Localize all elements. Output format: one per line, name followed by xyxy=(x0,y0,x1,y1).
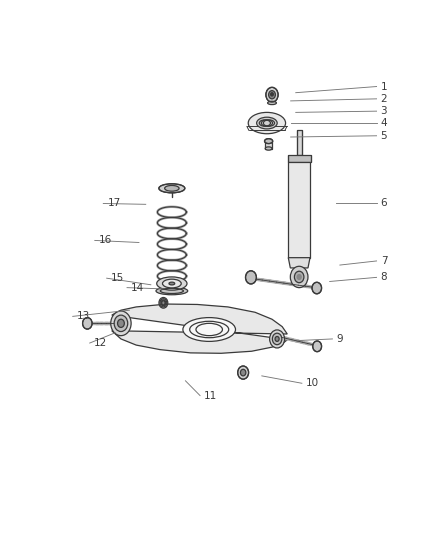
Text: 10: 10 xyxy=(306,378,319,388)
Bar xyxy=(288,163,310,257)
Text: 3: 3 xyxy=(381,106,387,116)
Circle shape xyxy=(271,93,273,96)
Text: 7: 7 xyxy=(381,256,387,266)
Circle shape xyxy=(246,271,256,284)
Ellipse shape xyxy=(265,147,272,150)
Circle shape xyxy=(117,319,124,327)
Ellipse shape xyxy=(268,101,276,104)
Circle shape xyxy=(161,300,166,306)
Text: 8: 8 xyxy=(381,272,387,282)
Circle shape xyxy=(162,301,165,305)
Ellipse shape xyxy=(248,112,286,134)
Ellipse shape xyxy=(165,185,179,191)
Text: 15: 15 xyxy=(111,273,124,283)
Text: 2: 2 xyxy=(381,94,387,104)
Ellipse shape xyxy=(265,139,273,143)
Ellipse shape xyxy=(159,184,185,193)
Text: 9: 9 xyxy=(336,334,343,344)
Text: 4: 4 xyxy=(381,118,387,128)
Circle shape xyxy=(272,333,282,345)
Text: 6: 6 xyxy=(381,198,387,208)
Bar xyxy=(265,141,272,149)
Bar xyxy=(297,130,301,155)
Text: 13: 13 xyxy=(77,311,90,321)
Text: 14: 14 xyxy=(131,282,145,293)
Ellipse shape xyxy=(257,117,277,129)
Circle shape xyxy=(290,266,308,288)
Circle shape xyxy=(312,282,321,294)
Text: 5: 5 xyxy=(381,131,387,141)
Circle shape xyxy=(159,297,168,308)
Bar xyxy=(288,155,311,163)
Circle shape xyxy=(313,341,321,352)
Polygon shape xyxy=(112,304,287,353)
Ellipse shape xyxy=(156,287,188,295)
Circle shape xyxy=(297,274,301,279)
Text: 12: 12 xyxy=(94,338,107,348)
Circle shape xyxy=(114,315,128,332)
Circle shape xyxy=(270,330,285,348)
Text: 1: 1 xyxy=(381,82,387,92)
Ellipse shape xyxy=(169,282,175,285)
Circle shape xyxy=(266,87,278,102)
Text: 17: 17 xyxy=(107,198,120,208)
Text: 11: 11 xyxy=(204,391,217,401)
Text: 16: 16 xyxy=(99,236,112,245)
Polygon shape xyxy=(288,257,310,268)
Circle shape xyxy=(111,311,131,336)
Circle shape xyxy=(268,91,276,99)
Circle shape xyxy=(83,318,92,329)
Circle shape xyxy=(275,336,279,342)
Ellipse shape xyxy=(162,279,181,288)
Circle shape xyxy=(294,271,304,282)
Circle shape xyxy=(238,366,249,379)
Ellipse shape xyxy=(183,318,236,342)
Circle shape xyxy=(240,369,246,376)
Ellipse shape xyxy=(157,277,187,290)
Circle shape xyxy=(160,298,167,307)
